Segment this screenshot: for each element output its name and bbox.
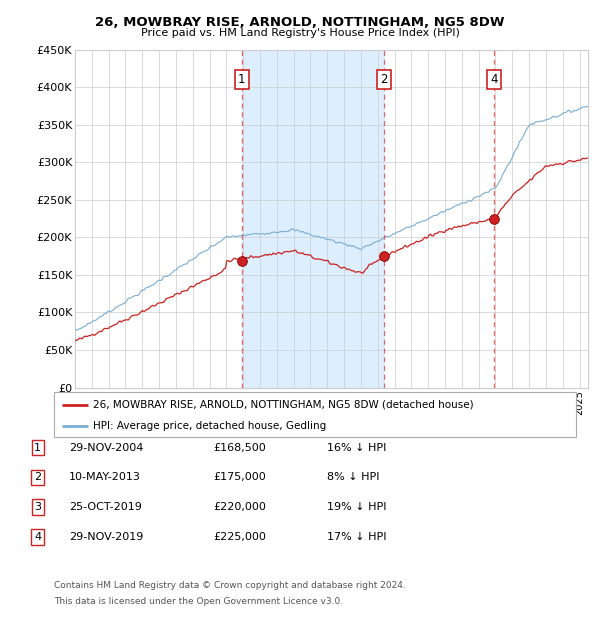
Text: £220,000: £220,000: [213, 502, 266, 512]
Bar: [242, 50, 384, 388]
Text: Contains HM Land Registry data © Crown copyright and database right 2024.: Contains HM Land Registry data © Crown c…: [54, 581, 406, 590]
Text: 3: 3: [34, 502, 41, 512]
Text: 26, MOWBRAY RISE, ARNOLD, NOTTINGHAM, NG5 8DW: 26, MOWBRAY RISE, ARNOLD, NOTTINGHAM, NG…: [95, 16, 505, 29]
Text: 25-OCT-2019: 25-OCT-2019: [69, 502, 142, 512]
Text: 29-NOV-2019: 29-NOV-2019: [69, 532, 143, 542]
Text: 10-MAY-2013: 10-MAY-2013: [69, 472, 141, 482]
Text: 16% ↓ HPI: 16% ↓ HPI: [327, 443, 386, 453]
FancyBboxPatch shape: [54, 392, 576, 437]
Text: 8% ↓ HPI: 8% ↓ HPI: [327, 472, 380, 482]
Text: 4: 4: [34, 532, 41, 542]
Text: 17% ↓ HPI: 17% ↓ HPI: [327, 532, 386, 542]
Text: 1: 1: [34, 443, 41, 453]
Text: 29-NOV-2004: 29-NOV-2004: [69, 443, 143, 453]
Text: £225,000: £225,000: [213, 532, 266, 542]
Text: 2: 2: [380, 73, 388, 86]
Text: £175,000: £175,000: [213, 472, 266, 482]
Text: Price paid vs. HM Land Registry's House Price Index (HPI): Price paid vs. HM Land Registry's House …: [140, 28, 460, 38]
Text: 19% ↓ HPI: 19% ↓ HPI: [327, 502, 386, 512]
Text: This data is licensed under the Open Government Licence v3.0.: This data is licensed under the Open Gov…: [54, 597, 343, 606]
Text: £168,500: £168,500: [213, 443, 266, 453]
Text: HPI: Average price, detached house, Gedling: HPI: Average price, detached house, Gedl…: [93, 421, 326, 431]
Text: 2: 2: [34, 472, 41, 482]
Text: 4: 4: [490, 73, 498, 86]
Text: 26, MOWBRAY RISE, ARNOLD, NOTTINGHAM, NG5 8DW (detached house): 26, MOWBRAY RISE, ARNOLD, NOTTINGHAM, NG…: [93, 400, 474, 410]
Text: 1: 1: [238, 73, 245, 86]
